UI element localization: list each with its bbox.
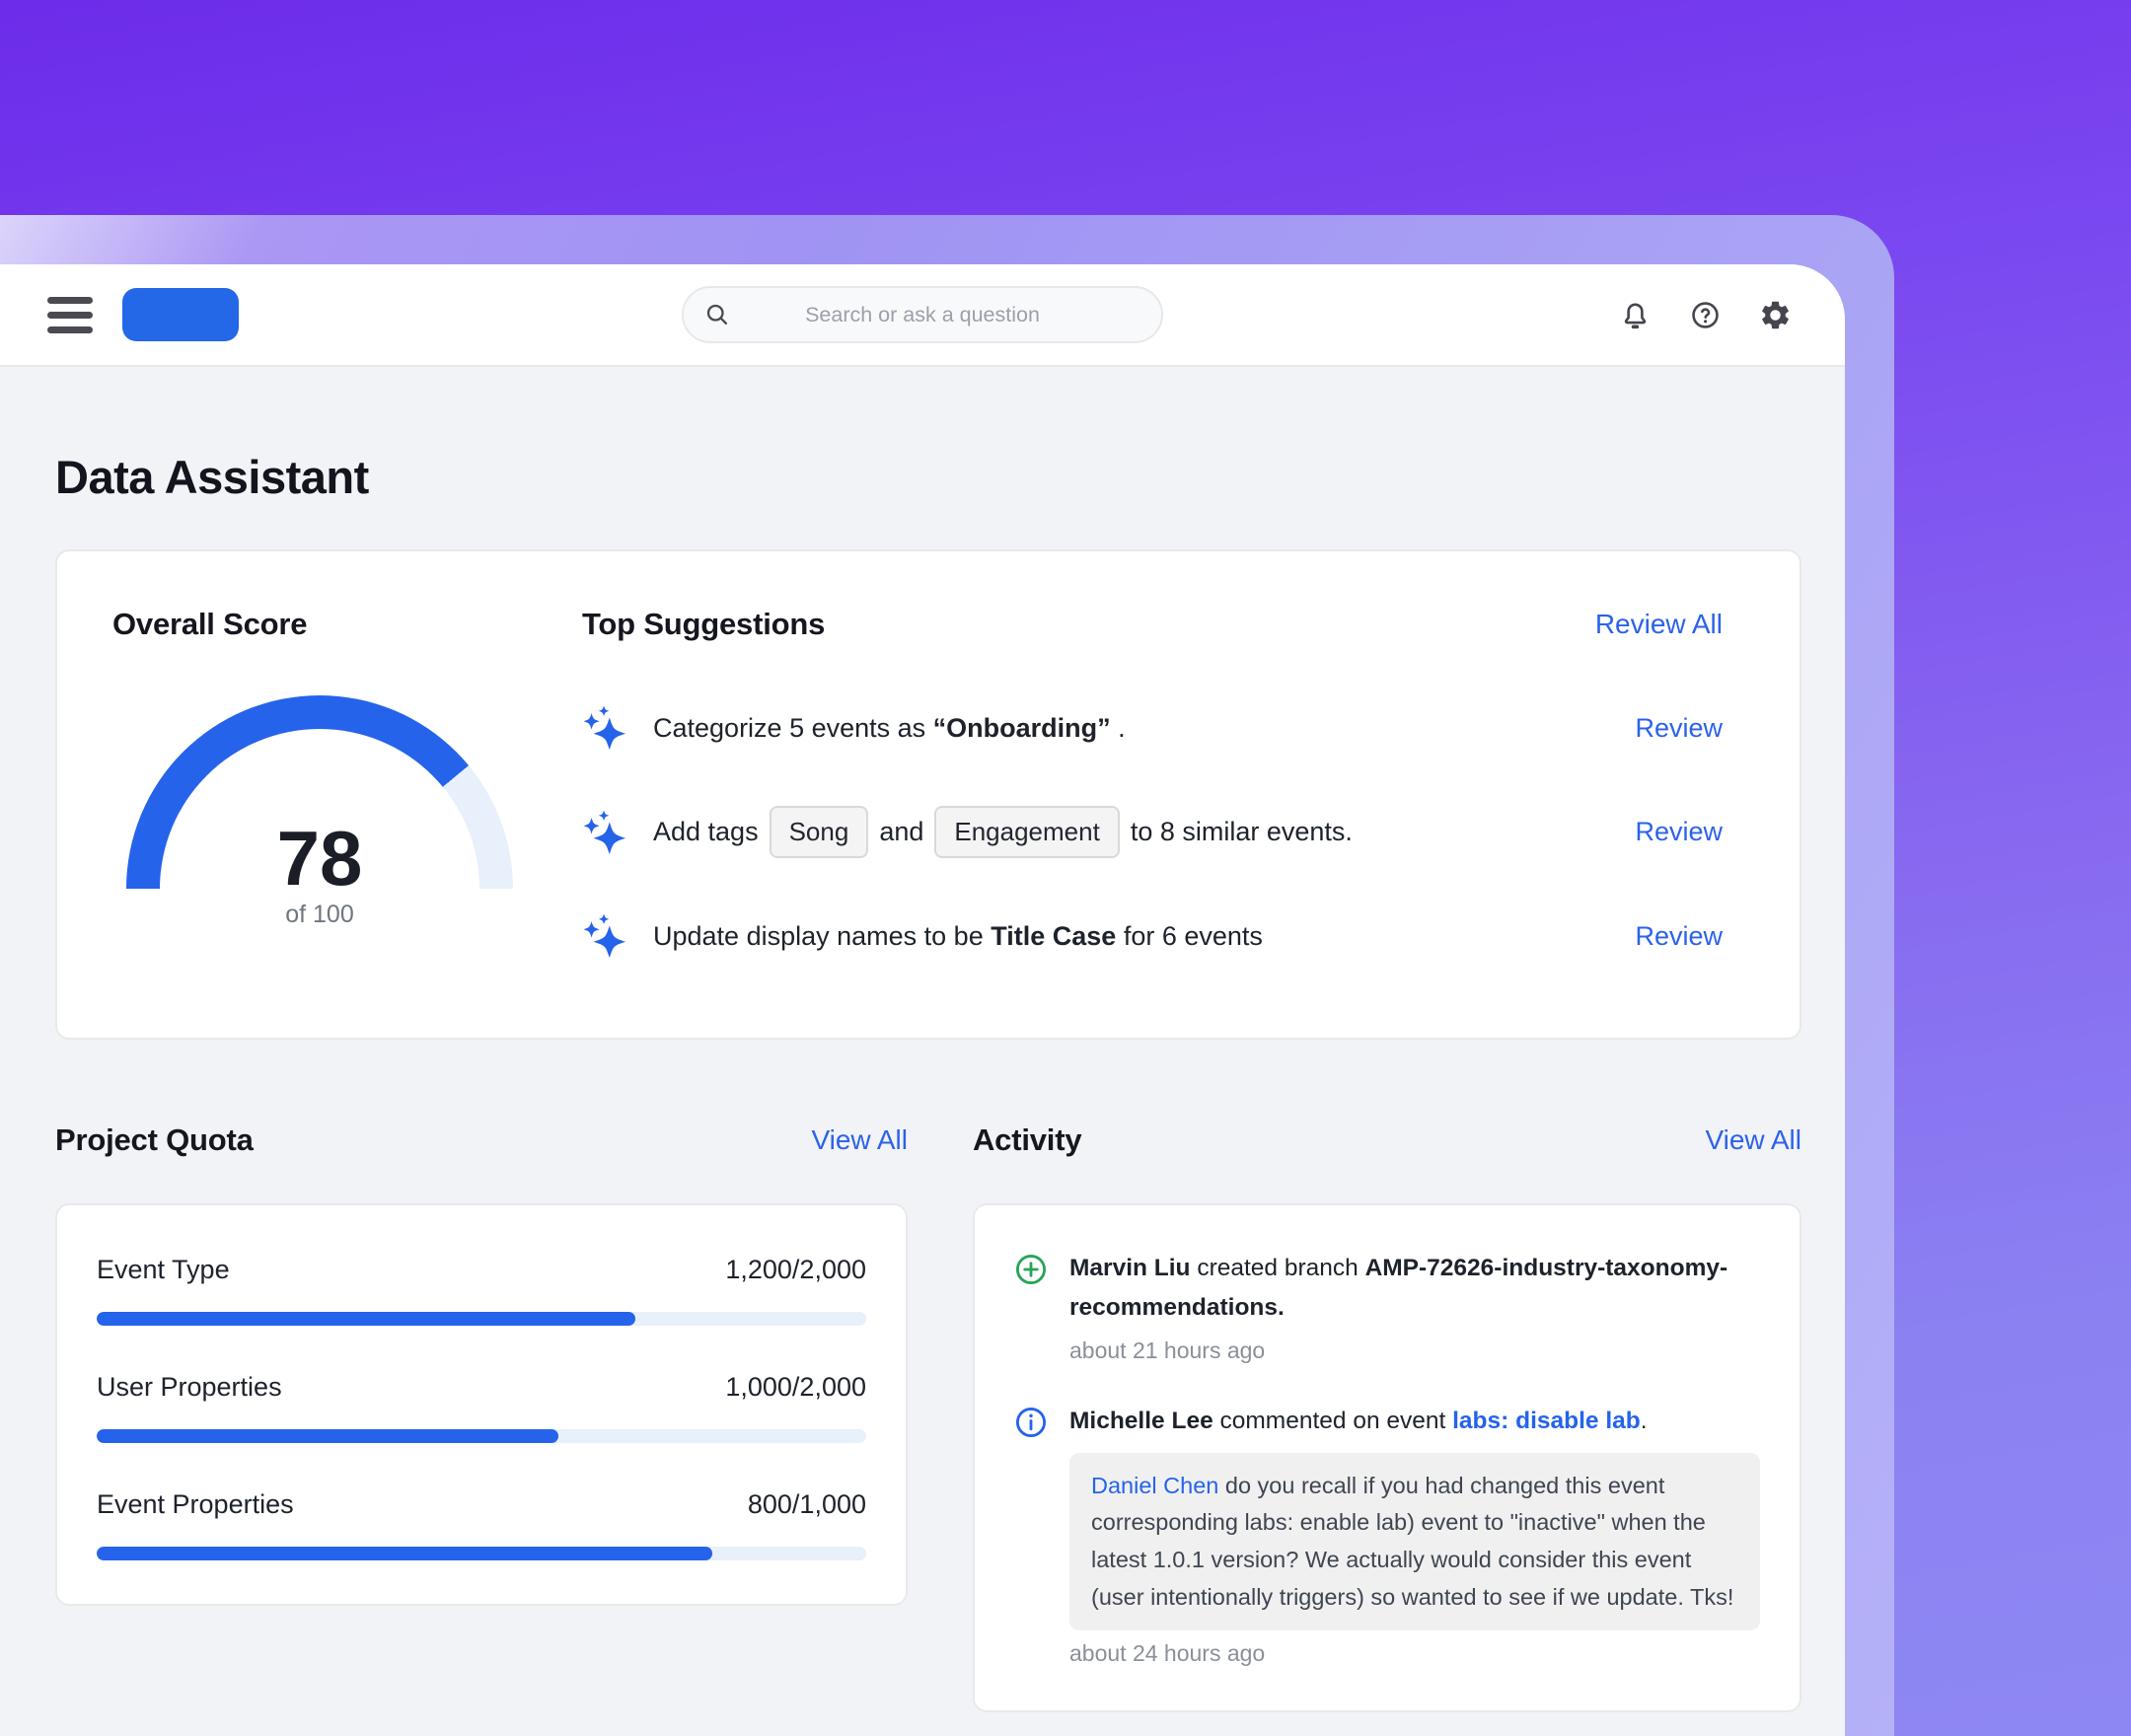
activity-text: Marvin Liu created branch AMP-72626-indu… (1069, 1249, 1760, 1328)
quota-list: Event Type 1,200/2,000 User Properties 1,00… (97, 1255, 866, 1560)
menu-icon[interactable] (47, 296, 93, 333)
activity-item: Michelle Lee commented on event labs: di… (1014, 1402, 1760, 1667)
text-segment: commented on event (1212, 1407, 1453, 1434)
suggestion-text: Categorize 5 events as “Onboarding” . (653, 713, 1126, 744)
project-quota-section: Project Quota View All Event Type 1,200/2… (55, 1122, 908, 1712)
text-segment: do you recall if you had changed this ev… (1091, 1472, 1734, 1610)
bell-icon[interactable] (1619, 299, 1652, 331)
gear-icon[interactable] (1759, 299, 1792, 331)
text-segment: Marvin Liu (1069, 1255, 1191, 1281)
app-window: Data Assistant Overall Score 78 of 100 T… (0, 264, 1845, 1736)
text-segment: . (1110, 712, 1126, 743)
suggestion-row: Add tags Song and Engagement to 8 similar ev… (582, 806, 1723, 858)
quota-progress-track (97, 1312, 866, 1326)
activity-section: Activity View All Marvin Liu created bra… (973, 1122, 1801, 1713)
menu-bar (47, 311, 93, 319)
inline-link[interactable]: labs: disable lab (1452, 1407, 1641, 1434)
review-link[interactable]: Review (1635, 920, 1723, 951)
text-segment: “Onboarding” (932, 712, 1111, 743)
activity-text: Michelle Lee commented on event labs: di… (1069, 1402, 1760, 1441)
search-bar[interactable] (682, 286, 1163, 343)
activity-item: Marvin Liu created branch AMP-72626-indu… (1014, 1249, 1760, 1364)
app-logo[interactable] (122, 288, 239, 341)
text-segment: . (1640, 1407, 1648, 1434)
text-segment: Michelle Lee (1069, 1407, 1213, 1434)
activity-body: Michelle Lee commented on event labs: di… (1069, 1402, 1760, 1667)
quota-value: 1,200/2,000 (725, 1255, 866, 1284)
text-segment: and (879, 817, 924, 846)
header-icons (1619, 299, 1792, 331)
suggestion-text: Update display names to be Title Case fo… (653, 921, 1263, 952)
text-segment: for 6 events (1116, 920, 1263, 951)
text-segment: Add tags (653, 817, 759, 846)
activity-card: Marvin Liu created branch AMP-72626-indu… (973, 1203, 1801, 1713)
top-suggestions-title: Top Suggestions (582, 607, 826, 641)
help-icon[interactable] (1689, 299, 1722, 331)
activity-view-all-link[interactable]: View All (1705, 1124, 1801, 1155)
activity-timestamp: about 24 hours ago (1069, 1640, 1266, 1667)
top-suggestions-panel: Top Suggestions Review All Categorize 5 … (582, 607, 1723, 959)
suggestion-row: Update display names to be Title Case fo… (582, 913, 1723, 959)
suggestion-text: Add tags Song and Engagement to 8 similar ev… (653, 806, 1353, 858)
quota-view-all-link[interactable]: View All (811, 1124, 908, 1155)
quota-progress-track (97, 1547, 866, 1560)
tag-chip: Engagement (934, 806, 1120, 858)
main-content: Data Assistant Overall Score 78 of 100 T… (0, 450, 1845, 1713)
overall-score-title: Overall Score (112, 607, 308, 641)
score-suggestions-card: Overall Score 78 of 100 Top Suggestions … (55, 549, 1801, 1040)
sparkle-icon (582, 705, 627, 751)
page-title: Data Assistant (55, 451, 369, 503)
text-segment: created branch (1190, 1255, 1365, 1281)
suggestions-list: Categorize 5 events as “Onboarding” . Rev… (582, 705, 1723, 959)
activity-timestamp: about 21 hours ago (1069, 1337, 1266, 1363)
text-segment: to 8 similar events. (1130, 817, 1353, 846)
quota-label: Event Properties (97, 1489, 294, 1519)
activity-title: Activity (973, 1122, 1082, 1157)
overall-score-panel: Overall Score 78 of 100 (112, 607, 527, 959)
text-segment: AMP-72626-industry-taxonomy-recommendati… (1069, 1255, 1728, 1321)
quota-row: Event Properties 800/1,000 (97, 1489, 866, 1560)
activity-list: Marvin Liu created branch AMP-72626-indu… (1014, 1249, 1760, 1667)
comment-box: Daniel Chen do you recall if you had cha… (1069, 1452, 1760, 1631)
review-link[interactable]: Review (1635, 712, 1723, 743)
menu-bar (47, 326, 93, 333)
quota-value: 1,000/2,000 (725, 1372, 866, 1402)
quota-row: User Properties 1,000/2,000 (97, 1372, 866, 1443)
text-segment: Update display names to be (653, 920, 992, 951)
info-circle-icon (1014, 1406, 1048, 1439)
score-value: 78 (276, 815, 363, 889)
quota-progress-fill (97, 1547, 712, 1560)
text-segment: Categorize 5 events as (653, 712, 933, 743)
tag-chip: Song (769, 806, 869, 858)
inline-link[interactable]: Daniel Chen (1091, 1472, 1219, 1498)
quota-row: Event Type 1,200/2,000 (97, 1255, 866, 1326)
app-header (0, 264, 1845, 367)
review-link[interactable]: Review (1635, 817, 1723, 846)
review-all-link[interactable]: Review All (1594, 609, 1723, 639)
sparkle-icon (582, 809, 627, 855)
text-segment: Title Case (991, 920, 1117, 951)
search-icon (703, 301, 731, 328)
quota-label: User Properties (97, 1372, 282, 1402)
project-quota-card: Event Type 1,200/2,000 User Properties 1,00… (55, 1203, 908, 1606)
quota-progress-fill (97, 1312, 635, 1326)
quota-progress-fill (97, 1429, 558, 1443)
sparkle-icon (582, 913, 627, 959)
quota-label: Event Type (97, 1255, 230, 1284)
menu-bar (47, 296, 93, 304)
suggestion-row: Categorize 5 events as “Onboarding” . Rev… (582, 705, 1723, 751)
score-max-label: of 100 (285, 901, 354, 928)
project-quota-title: Project Quota (55, 1122, 254, 1157)
score-gauge: 78 (126, 695, 513, 889)
plus-circle-icon (1014, 1253, 1048, 1286)
quota-value: 800/1,000 (747, 1489, 866, 1519)
quota-progress-track (97, 1429, 866, 1443)
search-input[interactable] (684, 287, 1161, 342)
activity-body: Marvin Liu created branch AMP-72626-indu… (1069, 1249, 1760, 1364)
